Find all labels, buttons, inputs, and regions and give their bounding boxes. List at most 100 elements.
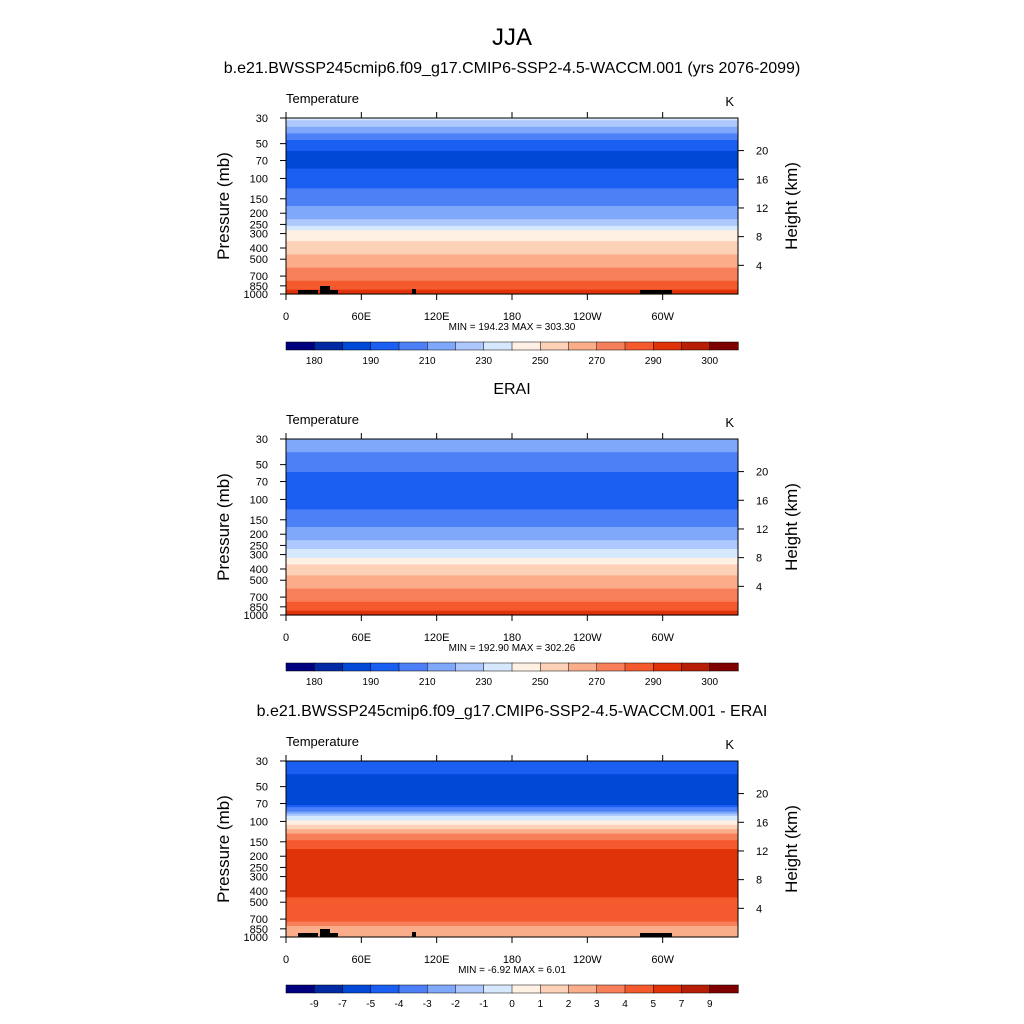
y-tick-label: 700 [250,271,268,283]
contour-band [286,188,738,192]
colorbar-swatch [568,341,598,351]
y-tick-label: 70 [256,799,268,811]
contour-band [286,884,738,887]
contour-band [286,919,738,923]
contour-band [286,140,738,143]
y-tick-label: 300 [250,550,268,562]
colorbar-label: 190 [362,677,379,688]
colorbar-swatch [511,662,541,672]
contour-band [286,199,738,203]
contour-band [286,829,738,832]
contour-band [286,190,738,194]
contour-band [286,133,738,137]
min-max-stats: MIN = 194.23 MAX = 303.30 [449,322,576,333]
x-tick-label: 120E [424,311,450,323]
contour-band [286,164,738,167]
y-tick-label: 300 [250,872,268,884]
contour-band [286,893,738,896]
contour-band [286,192,738,196]
contour-band [286,175,738,178]
x-tick-label: 120E [424,954,450,966]
y2-tick-label: 12 [756,203,768,215]
y2-tick-label: 4 [756,581,762,593]
y-tick-label: 1000 [244,289,268,301]
colorbar-swatch [596,662,626,672]
contour-band [286,252,738,255]
variable-label: Temperature [286,412,359,427]
y2-axis-label: Height (km) [782,162,801,250]
y-tick-label: 700 [250,914,268,926]
colorbar-label: 210 [419,356,436,367]
contour-band [286,606,738,609]
contour-band [286,520,738,524]
contour-band [286,527,738,530]
colorbar-swatch [398,662,428,672]
contour-band [286,562,738,565]
contour-band [286,201,738,205]
x-tick-label: 180 [503,632,521,644]
colorbar-swatch [653,341,683,351]
colorbar-swatch [540,341,570,351]
contour-band [286,122,738,126]
contour-band [286,487,738,491]
y-tick-label: 50 [256,139,268,151]
y-tick-label: 500 [250,897,268,909]
y-tick-label: 100 [250,173,268,185]
contour-band [286,800,738,804]
contour-band [286,864,738,868]
contour-band [286,827,738,830]
contour-band [286,783,738,786]
colorbar-label: 1 [537,999,543,1010]
y-tick-label: 400 [250,243,268,255]
contour-band [286,798,738,802]
colorbar-label: 230 [475,356,492,367]
colorbar-label: 210 [419,677,436,688]
contour-band [286,269,738,273]
contour-band [286,851,738,854]
colorbar-swatch [483,341,513,351]
contour-band [286,908,738,912]
colorbar-label: 2 [566,999,572,1010]
contour-band [286,544,738,548]
y-tick-label: 250 [250,540,268,552]
contour-band [286,456,738,460]
y-tick-label: 250 [250,219,268,231]
contour-band [286,124,738,128]
contour-band [286,239,738,242]
terrain-mask [330,933,338,937]
contour-band [286,774,738,777]
colorbar-swatch [398,341,428,351]
contour-band [286,886,738,890]
contour-band [286,463,738,466]
contour-band [286,155,738,159]
contour-band [286,278,738,282]
x-tick-label: 120E [424,632,450,644]
y2-tick-label: 4 [756,260,762,272]
contour-band [286,500,738,504]
contour-band [286,467,738,471]
contour-band [286,232,738,236]
contour-band [286,882,738,885]
contour-band [286,822,738,826]
contour-band [286,535,738,539]
colorbar-swatch [370,341,400,351]
contour-band [286,897,738,901]
units-label: K [725,94,734,109]
colorbar-swatch [624,662,654,672]
contour-band [286,853,738,857]
contour-band [286,461,738,464]
contour-band [286,542,738,546]
contour-band [286,871,738,874]
contour-band [286,491,738,495]
colorbar-swatch [624,984,654,994]
contour-band [286,447,738,451]
contour-band [286,478,738,482]
contour-band [286,126,738,130]
colorbar-swatch [285,341,315,351]
y-tick-label: 850 [250,281,268,293]
contour-band [286,280,738,284]
colorbar-label: 180 [306,677,323,688]
contour-band [286,838,738,841]
contour-band [286,206,738,209]
contour-band [286,173,738,176]
